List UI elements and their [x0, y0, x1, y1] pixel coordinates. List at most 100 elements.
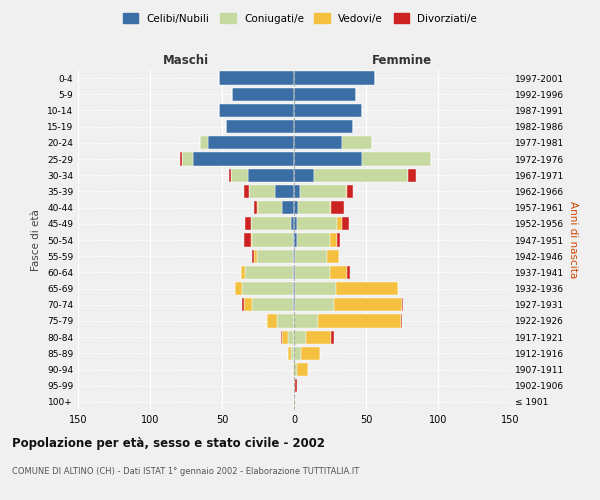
Bar [331, 201, 344, 214]
Bar [294, 396, 295, 408]
Bar [294, 266, 295, 279]
Bar [334, 298, 402, 312]
Bar [281, 330, 283, 344]
Bar [244, 185, 250, 198]
Bar [219, 72, 294, 85]
Bar [294, 185, 300, 198]
Bar [294, 72, 374, 85]
Bar [288, 346, 291, 360]
Legend: Celibi/Nubili, Coniugati/e, Vedovi/e, Divorziati/e: Celibi/Nubili, Coniugati/e, Vedovi/e, Di… [119, 10, 481, 26]
Bar [258, 201, 283, 214]
Bar [294, 330, 305, 344]
Bar [341, 217, 349, 230]
Bar [295, 379, 297, 392]
Bar [294, 379, 295, 392]
Bar [291, 217, 294, 230]
Bar [252, 250, 254, 263]
Bar [275, 185, 294, 198]
Bar [297, 234, 330, 246]
Bar [251, 217, 291, 230]
Text: Popolazione per età, sesso e stato civile - 2002: Popolazione per età, sesso e stato civil… [12, 438, 325, 450]
Bar [402, 298, 403, 312]
Bar [294, 217, 297, 230]
Bar [331, 330, 334, 344]
Text: Maschi: Maschi [163, 54, 209, 67]
Bar [294, 88, 356, 101]
Bar [248, 168, 294, 182]
Bar [347, 266, 350, 279]
Bar [330, 266, 347, 279]
Bar [294, 201, 298, 214]
Bar [295, 298, 334, 312]
Bar [293, 266, 294, 279]
Bar [314, 168, 408, 182]
Bar [319, 314, 401, 328]
Bar [330, 234, 337, 246]
Bar [295, 282, 336, 295]
Bar [336, 282, 398, 295]
Bar [283, 201, 294, 214]
Bar [294, 152, 362, 166]
Bar [226, 120, 294, 134]
Bar [293, 282, 294, 295]
Bar [235, 282, 242, 295]
Bar [244, 298, 252, 312]
Bar [337, 217, 341, 230]
Bar [294, 120, 353, 134]
Bar [254, 250, 257, 263]
Bar [230, 168, 248, 182]
Bar [362, 152, 431, 166]
Bar [245, 217, 251, 230]
Y-axis label: Fasce di età: Fasce di età [31, 209, 41, 271]
Bar [257, 250, 293, 263]
Bar [180, 152, 182, 166]
Bar [251, 234, 252, 246]
Bar [182, 152, 193, 166]
Bar [252, 298, 293, 312]
Bar [293, 298, 294, 312]
Bar [305, 330, 331, 344]
Bar [200, 136, 208, 149]
Bar [300, 185, 346, 198]
Bar [293, 363, 294, 376]
Bar [297, 363, 308, 376]
Bar [229, 168, 230, 182]
Bar [297, 217, 337, 230]
Bar [252, 234, 293, 246]
Bar [242, 298, 244, 312]
Bar [250, 185, 275, 198]
Bar [347, 185, 353, 198]
Bar [337, 234, 340, 246]
Bar [283, 330, 288, 344]
Text: Femmine: Femmine [372, 54, 432, 67]
Bar [257, 201, 258, 214]
Bar [241, 266, 245, 279]
Bar [245, 266, 293, 279]
Bar [295, 266, 330, 279]
Bar [232, 88, 294, 101]
Bar [294, 282, 295, 295]
Bar [295, 250, 327, 263]
Bar [219, 104, 294, 117]
Bar [288, 330, 294, 344]
Bar [291, 346, 294, 360]
Bar [242, 282, 293, 295]
Bar [301, 346, 320, 360]
Bar [293, 250, 294, 263]
Bar [327, 250, 338, 263]
Bar [294, 168, 314, 182]
Bar [293, 234, 294, 246]
Bar [254, 201, 257, 214]
Bar [346, 185, 347, 198]
Bar [294, 363, 297, 376]
Bar [277, 314, 294, 328]
Bar [298, 201, 330, 214]
Bar [266, 314, 277, 328]
Bar [294, 250, 295, 263]
Bar [401, 314, 402, 328]
Bar [294, 346, 301, 360]
Bar [294, 298, 295, 312]
Text: COMUNE DI ALTINO (CH) - Dati ISTAT 1° gennaio 2002 - Elaborazione TUTTITALIA.IT: COMUNE DI ALTINO (CH) - Dati ISTAT 1° ge… [12, 468, 359, 476]
Bar [193, 152, 294, 166]
Bar [341, 136, 372, 149]
